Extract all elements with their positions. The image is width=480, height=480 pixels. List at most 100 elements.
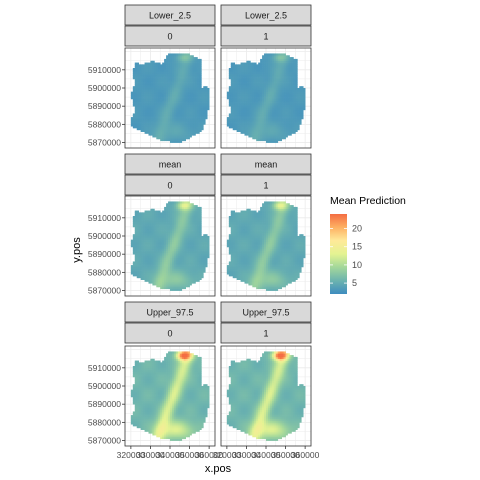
raster-cell [152, 131, 155, 134]
raster-cell [158, 237, 161, 240]
raster-cell [207, 102, 210, 105]
raster-cell [150, 100, 153, 103]
raster-cell [252, 133, 255, 136]
raster-cell [260, 66, 263, 69]
raster-cell [179, 55, 183, 58]
raster-cell [267, 133, 271, 136]
raster-cell [203, 243, 206, 246]
raster-cell [187, 259, 190, 262]
raster-cell [264, 60, 267, 63]
raster-cell [228, 241, 232, 244]
raster-cell [264, 115, 267, 118]
raster-cell [195, 71, 198, 74]
raster-cell [189, 237, 192, 240]
raster-cell [181, 270, 185, 273]
raster-cell [158, 277, 161, 280]
raster-cell [168, 122, 171, 125]
raster-cell [199, 75, 202, 78]
raster-cell [187, 248, 190, 251]
raster-cell [289, 68, 292, 71]
raster-cell [150, 239, 153, 242]
raster-cell [148, 102, 151, 105]
raster-cell [252, 86, 255, 89]
raster-cell [230, 216, 234, 219]
raster-cell [271, 120, 275, 123]
raster-cell [281, 80, 284, 83]
raster-cell [197, 266, 200, 270]
raster-cell [173, 126, 177, 129]
raster-cell [269, 133, 273, 136]
raster-cell [271, 91, 275, 94]
raster-cell [228, 246, 232, 250]
raster-cell [264, 69, 267, 72]
raster-cell [232, 95, 236, 98]
raster-cell [162, 113, 165, 116]
raster-cell [234, 236, 238, 239]
raster-cell [148, 88, 151, 91]
raster-cell [170, 78, 173, 82]
raster-cell [236, 102, 239, 105]
raster-cell [250, 64, 253, 67]
raster-cell [175, 214, 179, 217]
raster-cell [289, 133, 292, 136]
raster-cell [244, 64, 247, 67]
raster-cell [230, 214, 234, 217]
raster-cell [175, 234, 179, 237]
raster-cell [181, 254, 185, 257]
raster-cell [191, 225, 194, 228]
raster-cell [152, 250, 155, 253]
raster-cell [199, 106, 202, 109]
raster-cell [271, 131, 275, 134]
raster-cell [166, 77, 169, 80]
raster-cell [154, 100, 157, 103]
raster-cell [173, 53, 177, 56]
raster-cell [166, 266, 169, 270]
raster-cell [179, 226, 183, 230]
raster-cell [158, 108, 161, 111]
raster-cell [230, 254, 234, 257]
raster-cell [185, 71, 188, 74]
raster-cell [175, 250, 179, 253]
raster-cell [166, 250, 169, 253]
raster-cell [179, 230, 183, 233]
raster-cell [175, 86, 179, 89]
raster-cell [281, 95, 284, 98]
raster-cell [181, 128, 185, 131]
raster-cell [136, 91, 140, 94]
raster-cell [136, 261, 140, 264]
raster-cell [187, 60, 190, 63]
raster-cell [230, 228, 234, 231]
raster-cell [173, 237, 177, 240]
raster-cell [230, 232, 234, 235]
raster-cell [160, 272, 163, 275]
raster-cell [148, 216, 151, 219]
raster-cell [230, 93, 234, 96]
raster-cell [193, 217, 196, 220]
raster-cell [238, 68, 241, 71]
raster-cell [254, 73, 257, 76]
raster-cell [187, 115, 190, 118]
raster-cell [150, 228, 153, 231]
raster-cell [185, 266, 188, 270]
raster-cell [138, 88, 142, 91]
raster-cell [205, 93, 208, 96]
raster-cell [199, 58, 202, 62]
raster-cell [232, 217, 236, 220]
raster-cell [236, 129, 239, 132]
raster-cell [299, 93, 302, 96]
raster-cell [244, 80, 247, 83]
raster-cell [234, 86, 238, 89]
raster-cell [173, 133, 177, 136]
raster-cell [160, 236, 163, 239]
raster-cell [168, 234, 171, 237]
raster-cell [252, 104, 255, 107]
raster-cell [134, 97, 138, 100]
raster-cell [189, 118, 192, 122]
raster-cell [181, 241, 185, 244]
raster-cell [264, 117, 267, 120]
raster-cell [181, 102, 185, 105]
raster-cell [156, 66, 159, 69]
raster-cell [195, 274, 198, 277]
raster-cell [185, 272, 188, 275]
raster-cell [199, 219, 202, 222]
